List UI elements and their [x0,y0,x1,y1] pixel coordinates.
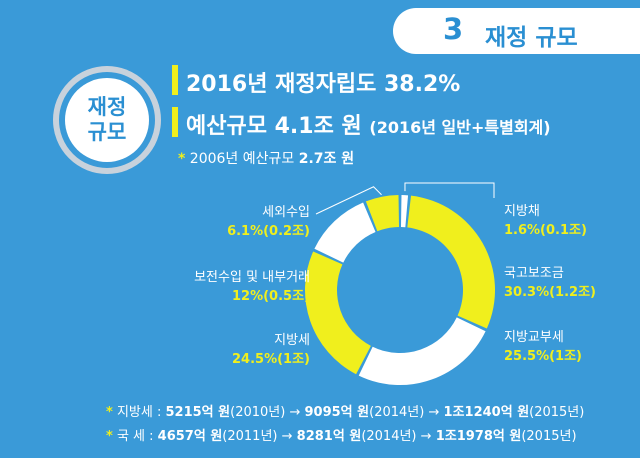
footnote-value: 5215억 원 [165,405,231,420]
label-subsidy: 국고보조금 30.3%(1.2조) [504,264,596,302]
badge-line-1: 재정 [87,95,127,119]
footnote-arrow: → [277,429,297,444]
footnote-value: 9095억 원 [304,405,370,420]
badge-line-2: 규모 [87,120,127,144]
note-star: * [178,151,186,167]
slice-preserve [314,202,376,263]
footnote-year: (2015년) [529,405,585,420]
label-local-tax-name: 지방세 [274,333,310,348]
footnote-year: (2011년) [222,429,278,444]
section-number: 3 [443,12,464,46]
slice-local-tax [305,251,371,375]
footnote-star: * [106,429,113,444]
headline-2-marker [172,107,178,137]
footnote-value: 8281억 원 [296,429,362,444]
footnote-local-tax: * 지방세 : 5215억 원(2010년) → 9095억 원(2014년) … [106,401,584,420]
leader-line-non-tax [315,186,382,215]
section-header-tab: 3 재정 규모 [393,8,640,54]
footnote-label: 국 세 : [116,429,158,444]
label-preserve: 보전수입 및 내부거래 12%(0.5조) [194,268,310,306]
footnote-value: 1조1978억 원 [435,429,522,444]
label-subsidy-value: 30.3%(1.2조) [504,285,596,300]
label-local-tax-value: 24.5%(1조) [232,352,310,367]
label-grant: 지방교부세 25.5%(1조) [504,328,582,366]
footnote-arrow: → [285,405,305,420]
section-title: 재정 규모 [485,25,578,51]
note-value: 2.7조 원 [298,151,355,167]
slice-grant [358,317,486,386]
slice-local-bond [400,195,409,228]
footnote-arrow: → [416,429,436,444]
label-local-tax: 지방세 24.5%(1조) [232,331,310,369]
headline-budget-main: 예산규모 4.1조 원 [186,114,362,139]
slice-subsidy [407,195,495,329]
label-non-tax-name: 세외수입 [262,205,310,220]
footnote-star: * [106,405,113,420]
footnote-value: 1조1240억 원 [443,405,530,420]
footnote-year: (2014년) [369,405,425,420]
note-prefix: 2006년 예산규모 [189,151,299,167]
topic-badge: 재정 규모 [53,66,161,174]
footnote-label: 지방세 : [116,405,166,420]
note-2006-budget: * 2006년 예산규모 2.7조 원 [178,148,354,168]
label-local-bond-value: 1.6%(0.1조) [504,223,587,238]
footnote-year: (2010년) [230,405,286,420]
label-grant-value: 25.5%(1조) [504,349,582,364]
label-grant-name: 지방교부세 [504,330,564,345]
label-local-bond-name: 지방채 [504,204,540,219]
label-preserve-name: 보전수입 및 내부거래 [194,270,310,285]
footnote-year: (2015년) [521,429,577,444]
headline-1-marker [172,65,178,95]
footnote-value: 4657억 원 [157,429,223,444]
footnote-national-tax: * 국 세 : 4657억 원(2011년) → 8281억 원(2014년) … [106,425,577,444]
leader-line-local-bond [404,182,495,198]
headline-self-reliance: 2016년 재정자립도 38.2% [186,72,461,97]
headline-budget-sub: (2016년 일반+특별회계) [369,118,551,137]
footnote-year: (2014년) [361,429,417,444]
label-non-tax: 세외수입 6.1%(0.2조) [227,203,310,241]
headline-budget: 예산규모 4.1조 원 (2016년 일반+특별회계) [186,108,551,140]
label-subsidy-name: 국고보조금 [504,266,564,281]
footnote-arrow: → [424,405,444,420]
label-non-tax-value: 6.1%(0.2조) [227,224,310,239]
label-preserve-value: 12%(0.5조) [232,289,310,304]
label-local-bond: 지방채 1.6%(0.1조) [504,202,587,240]
slice-non-tax [365,195,400,232]
topic-badge-inner: 재정 규모 [65,78,149,162]
